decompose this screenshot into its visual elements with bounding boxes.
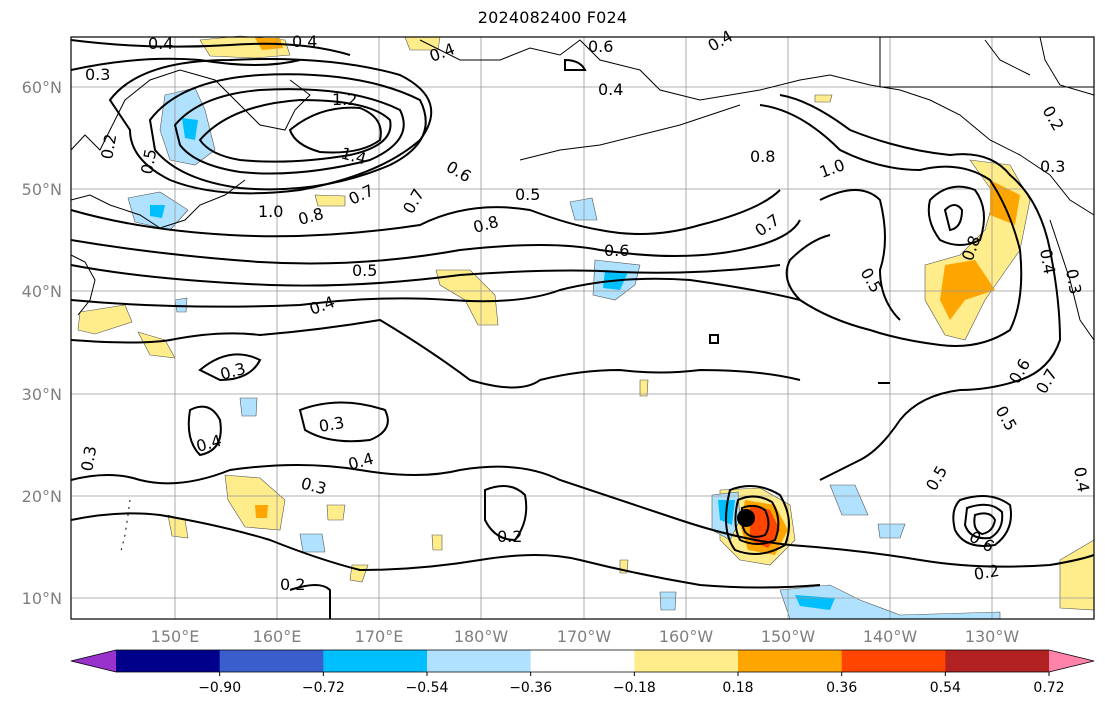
colorbar-tick-label: 0.36	[826, 680, 857, 696]
lat-label: 40°N	[22, 282, 62, 301]
colorbar-extend-high	[1049, 650, 1094, 672]
contour-label: 0.5	[515, 185, 540, 204]
lon-label: 150°E	[151, 627, 200, 646]
contour-label: 0.3	[77, 444, 100, 472]
lat-label: 10°N	[22, 589, 62, 608]
lon-label: 170°W	[557, 627, 612, 646]
map-title: 2024082400 F024	[477, 8, 628, 27]
colorbar-tick-label: −0.90	[198, 680, 241, 696]
lat-label: 30°N	[22, 385, 62, 404]
contour-label: 0.6	[604, 241, 629, 260]
lat-label: 50°N	[22, 180, 62, 199]
colorbar-tick-label: −0.72	[302, 680, 345, 696]
lat-label: 20°N	[22, 487, 62, 506]
colorbar-swatch	[841, 650, 946, 672]
contour-label: 0.3	[1062, 267, 1085, 295]
contour-label: 0.2	[97, 132, 120, 160]
colorbar-swatch	[116, 650, 221, 672]
lon-label: 160°W	[659, 627, 714, 646]
colorbar: −0.90 −0.72 −0.54 −0.36 −0.18 0.18 0.36 0.54 0.7…	[70, 649, 1095, 696]
colorbar-swatch	[219, 650, 324, 672]
contour-label: 0.8	[750, 147, 775, 166]
contour-label: 0.4	[148, 34, 173, 53]
colorbar-swatch	[634, 650, 739, 672]
contour-label: 0.2	[497, 527, 522, 546]
colorbar-swatch	[427, 650, 532, 672]
contour-label: 0.5	[137, 147, 160, 175]
colorbar-swatch	[738, 650, 843, 672]
contour-label: 0.4	[292, 32, 317, 51]
contour-label: 0.3	[85, 65, 110, 84]
contour-label: 0.4	[598, 80, 623, 99]
contour-label: 0.3	[1040, 157, 1065, 176]
contour-label: 1.0	[258, 202, 283, 221]
colorbar-extend-low	[71, 650, 116, 672]
contour-label: 0.2	[280, 575, 305, 594]
colorbar-tick-label: −0.54	[406, 680, 449, 696]
lon-label: 180°W	[454, 627, 509, 646]
typhoon-center-icon	[737, 509, 755, 527]
longitude-labels: 150°E 160°E 170°E 180°W 170°W 160°W 150°…	[151, 627, 1020, 646]
lon-label: 150°W	[761, 627, 816, 646]
colorbar-tick-label: −0.18	[613, 680, 656, 696]
colorbar-swatch	[323, 650, 428, 672]
contour-lines	[70, 39, 1095, 619]
colorbar-swatch	[530, 650, 635, 672]
contour-label: 0.6	[588, 37, 613, 56]
colorbar-tick-label: −0.36	[509, 680, 552, 696]
colorbar-tick-label: 0.18	[722, 680, 753, 696]
latitude-labels: 60°N 50°N 40°N 30°N 20°N 10°N	[22, 78, 62, 608]
contour-label: 0.4	[1070, 465, 1093, 493]
lon-label: 170°E	[355, 627, 404, 646]
map-frame	[70, 36, 1095, 620]
colorbar-tick-label: 0.72	[1033, 680, 1064, 696]
contour-label: 0.4	[1036, 247, 1059, 275]
colorbar-tick-label: 0.54	[930, 680, 961, 696]
contour-label: 0.5	[352, 261, 377, 280]
contour-label: 0.3	[317, 413, 345, 436]
lon-label: 160°E	[253, 627, 302, 646]
coastlines	[70, 36, 1095, 556]
lon-label: 140°W	[863, 627, 918, 646]
colorbar-swatch	[945, 650, 1050, 672]
lat-label: 60°N	[22, 78, 62, 97]
map-panel: 0.4 0.4 0.4 0.6 0.4 0.4 0.3 1.2 1.4 0.5 …	[70, 26, 1095, 620]
contour-label: 0.2	[972, 561, 1000, 584]
colorbar-outline	[70, 649, 1095, 673]
lon-label: 130°W	[965, 627, 1020, 646]
contour-label: 1.2	[332, 90, 357, 109]
